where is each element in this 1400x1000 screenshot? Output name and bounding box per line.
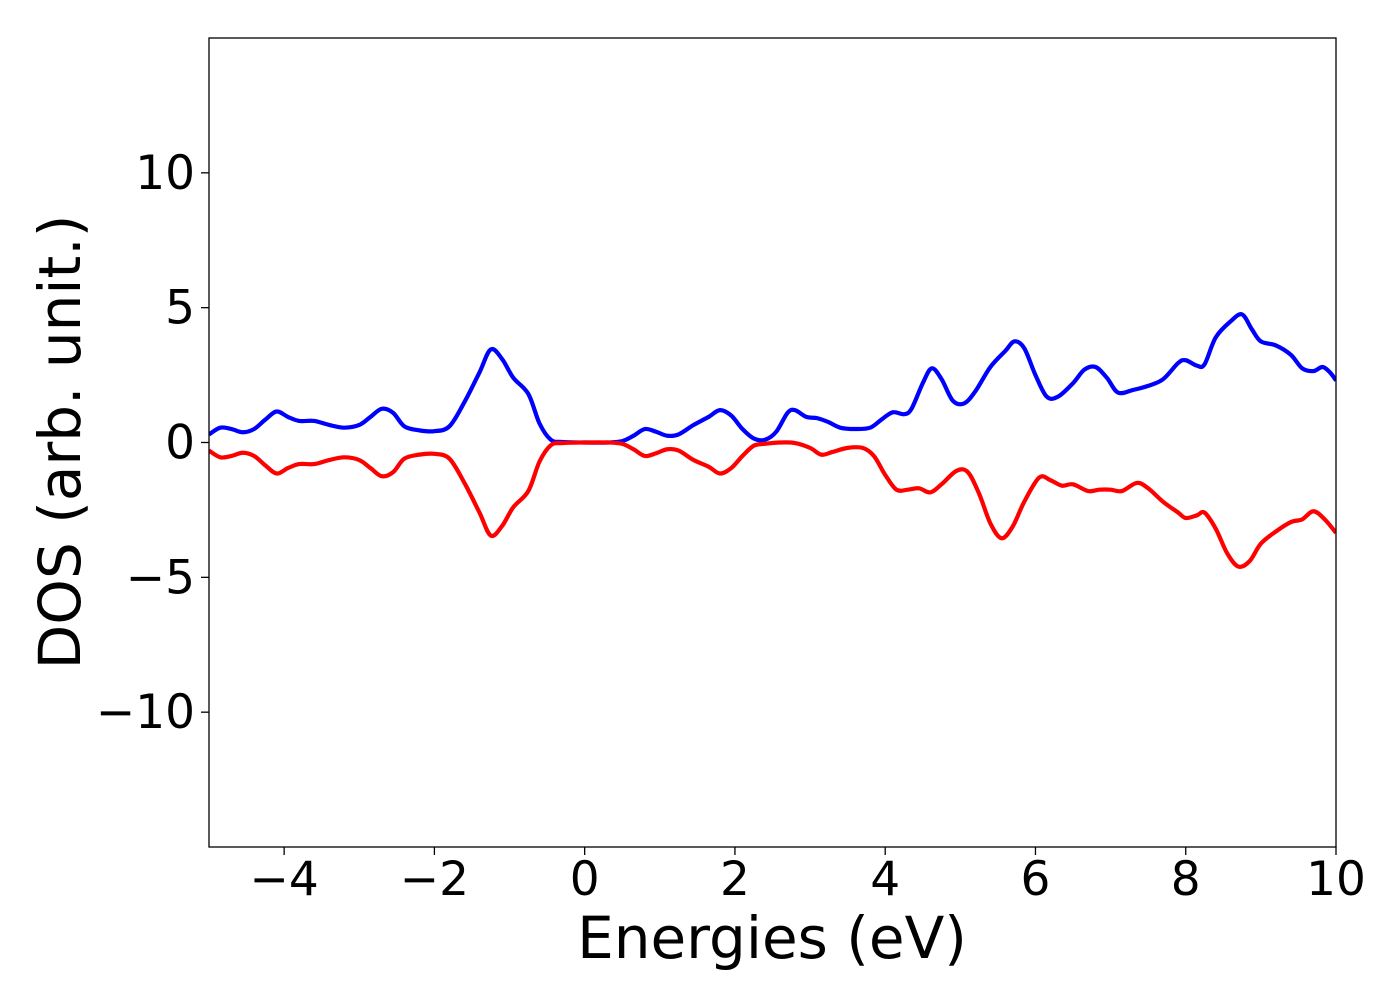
x-tick-label: −2 [400,852,469,907]
series-line-red [209,440,1336,569]
y-tick-label: −10 [96,685,195,740]
x-tick-label: −4 [249,852,318,907]
y-tick-label: 5 [165,281,195,336]
x-tick-label: 8 [1171,852,1201,907]
x-axis-ticks: −4 −2 0 2 4 6 8 10 [249,847,1366,907]
series-line-blue [209,312,1336,445]
x-axis-title: Energies (eV) [577,904,967,972]
x-tick-label: 10 [1306,852,1366,907]
x-tick-label: 0 [570,852,600,907]
y-tick-label: −5 [126,550,195,605]
y-tick-label: 10 [135,146,195,201]
x-tick-label: 6 [1021,852,1051,907]
y-tick-label: 0 [165,416,195,471]
y-axis-ticks: −10 −5 0 5 10 [96,146,209,740]
x-tick-label: 4 [870,852,900,907]
y-axis-title: DOS (arb. unit.) [26,215,94,670]
x-tick-label: 2 [720,852,750,907]
series-layer [209,312,1336,569]
